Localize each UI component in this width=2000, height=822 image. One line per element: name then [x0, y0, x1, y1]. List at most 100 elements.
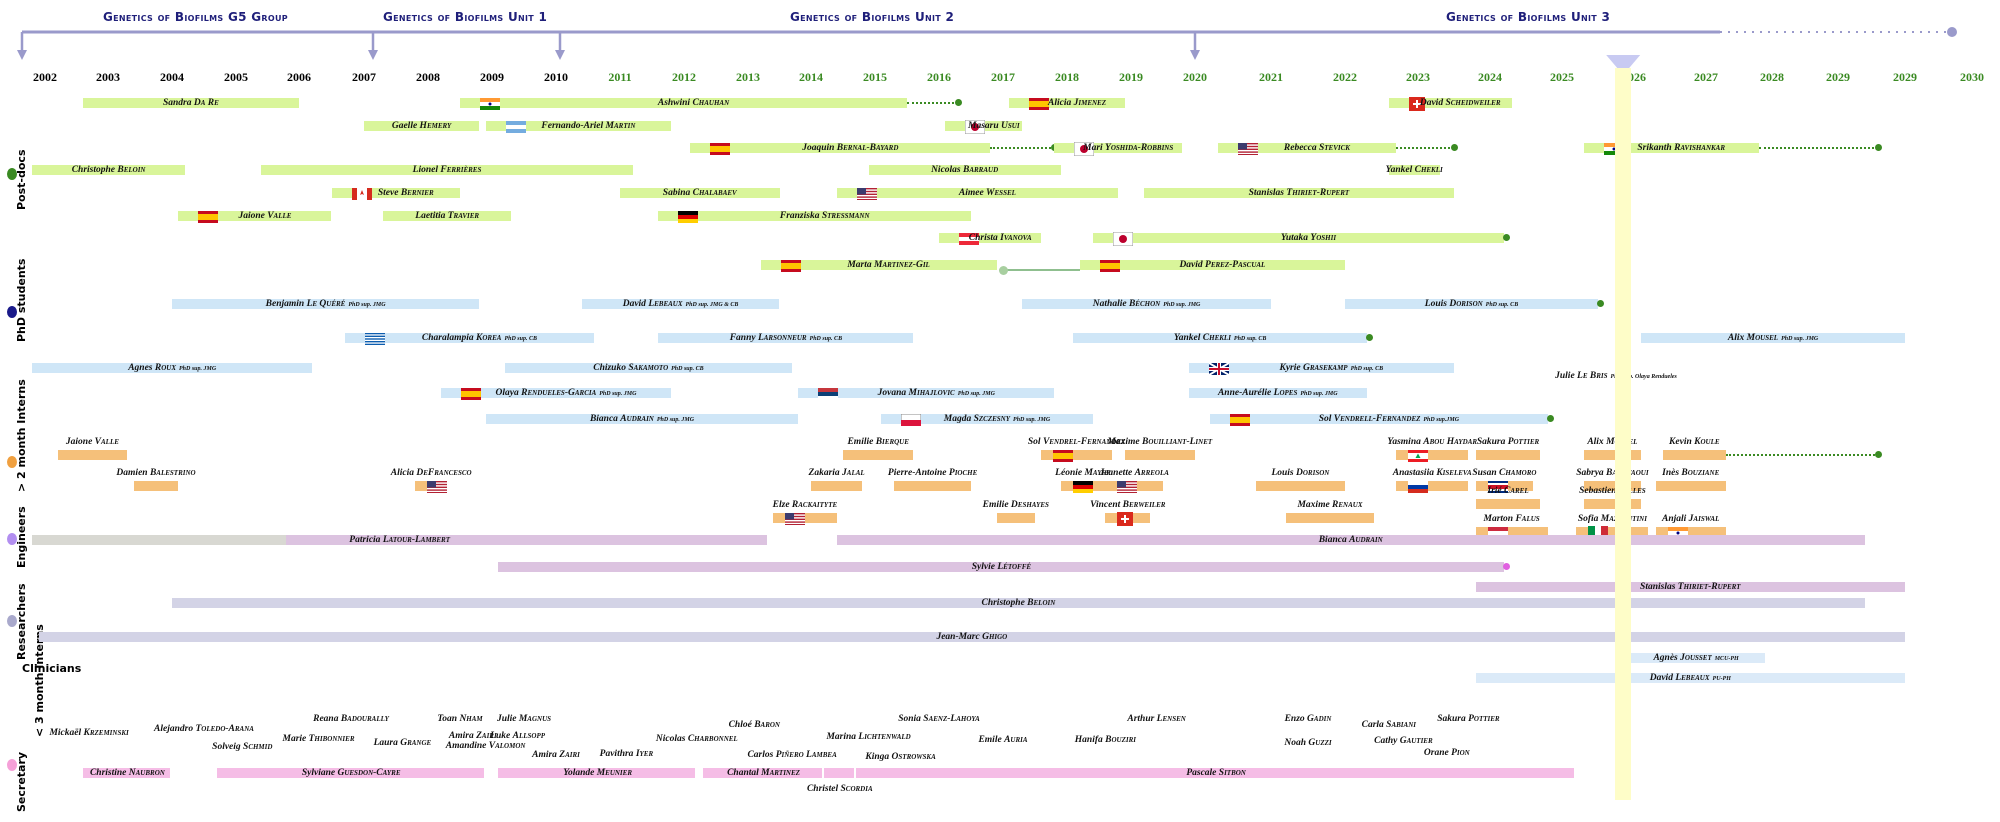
- person-name: Jean-Marc Ghigo: [936, 632, 1007, 642]
- last-name: Béchon: [1128, 299, 1161, 309]
- phd-bar[interactable]: [1188, 363, 1454, 373]
- intern-bar[interactable]: [1662, 450, 1726, 460]
- postdoc-bar[interactable]: [620, 188, 780, 198]
- first-name: Mari: [1083, 143, 1106, 153]
- last-name: Thiriet-Rupert: [1677, 582, 1741, 592]
- phd-bar[interactable]: [798, 388, 1055, 398]
- engineer-bar[interactable]: [836, 535, 1865, 545]
- first-name: Luke: [490, 730, 513, 741]
- intern-bar[interactable]: [1396, 481, 1469, 491]
- phd-bar[interactable]: [1022, 299, 1271, 309]
- postdoc-bar[interactable]: [1092, 233, 1505, 243]
- first-name: Alejandro: [154, 723, 196, 734]
- postdoc-bar[interactable]: [383, 211, 512, 221]
- intern-bar[interactable]: [1396, 450, 1469, 460]
- phd-bar[interactable]: [1188, 388, 1367, 398]
- person-name: Marta Martinez-Gil: [847, 260, 929, 270]
- phd-bar[interactable]: [172, 299, 480, 309]
- postdoc-bar[interactable]: [939, 233, 1042, 243]
- person-name: Pascale Sitbon: [1186, 768, 1246, 778]
- phd-bar[interactable]: [1210, 414, 1548, 424]
- engineer-bar[interactable]: [286, 535, 767, 545]
- postdoc-bar[interactable]: [836, 188, 1119, 198]
- supervisor-note: PhD sup. CB: [1485, 302, 1519, 308]
- intern-bar[interactable]: [1475, 499, 1541, 509]
- intern-bar[interactable]: [1655, 481, 1726, 491]
- engineer-bar[interactable]: [1475, 582, 1905, 592]
- engineer-bar[interactable]: [498, 562, 1505, 572]
- postdoc-bar[interactable]: [1388, 165, 1440, 175]
- postdoc-bar[interactable]: [1009, 98, 1125, 108]
- postdoc-bar[interactable]: [261, 165, 633, 175]
- phd-bar[interactable]: [658, 333, 914, 343]
- postdoc-bar[interactable]: [460, 98, 907, 108]
- intern-bar[interactable]: [133, 481, 179, 491]
- phd-bar[interactable]: [504, 363, 793, 373]
- phd-bar[interactable]: [440, 388, 672, 398]
- person-name: Anjali Jaiswal: [1662, 514, 1719, 524]
- phd-bar[interactable]: [1641, 333, 1905, 343]
- supervisor-note: PhD sup.JMG: [1423, 417, 1460, 423]
- uk-flag-icon: [1208, 362, 1229, 380]
- intern-bar[interactable]: [843, 450, 914, 460]
- phd-bar[interactable]: [344, 333, 595, 343]
- phd-bar[interactable]: [581, 299, 780, 309]
- postdoc-bar[interactable]: [82, 98, 299, 108]
- first-name: Marina: [826, 732, 859, 743]
- person-name: Sol Vendrell-Fernandez PhD sup.JMG: [1319, 414, 1459, 424]
- secretary-bar[interactable]: [855, 768, 1575, 778]
- phd-bar[interactable]: [881, 414, 1093, 424]
- intern-bar[interactable]: [1255, 481, 1345, 491]
- secretary-bar[interactable]: [823, 768, 854, 778]
- postdoc-bar[interactable]: [1143, 188, 1454, 198]
- postdoc-bar[interactable]: [690, 143, 991, 153]
- postdoc-bar[interactable]: [331, 188, 460, 198]
- postdoc-bar[interactable]: [868, 165, 1061, 175]
- postdoc-bar[interactable]: [658, 211, 971, 221]
- intern-bar[interactable]: [811, 481, 863, 491]
- phd-bar[interactable]: [1345, 299, 1598, 309]
- secretary-bar[interactable]: [498, 768, 695, 778]
- first-name: Mickaël: [49, 728, 84, 738]
- phd-bar[interactable]: [32, 363, 312, 373]
- intern-bar[interactable]: [1583, 481, 1642, 491]
- intern-bar[interactable]: [1576, 527, 1649, 537]
- secretary-bar[interactable]: [703, 768, 822, 778]
- first-name: Elze: [772, 500, 792, 510]
- postdoc-bar[interactable]: [1583, 143, 1759, 153]
- phd-bar[interactable]: [1073, 333, 1367, 343]
- clinician-bar[interactable]: [1626, 653, 1766, 663]
- intern-bar[interactable]: [1475, 450, 1541, 460]
- postdoc-bar[interactable]: [178, 211, 332, 221]
- secretary-bar[interactable]: [82, 768, 170, 778]
- postdoc-bar[interactable]: [485, 121, 672, 131]
- phd-bar[interactable]: [485, 414, 799, 424]
- supervisor-note: PhD sup. JMG: [348, 302, 386, 308]
- secretary-bar[interactable]: [216, 768, 484, 778]
- researcher-bar[interactable]: [172, 598, 1865, 608]
- first-name: Carlos: [747, 750, 776, 761]
- clinician-bar[interactable]: [1475, 673, 1905, 683]
- person-name: Anne-Aurélie Lopes PhD sup. JMG: [1218, 388, 1338, 398]
- intern-bar[interactable]: [1583, 499, 1642, 509]
- intern-bar[interactable]: [1583, 450, 1642, 460]
- intern-bar[interactable]: [1124, 450, 1195, 460]
- intern-bar[interactable]: [57, 450, 128, 460]
- intern-bar[interactable]: [1475, 527, 1548, 537]
- supervisor-note: PhD sup. JMG: [1163, 302, 1201, 308]
- postdoc-bar[interactable]: [32, 165, 185, 175]
- researcher-bar[interactable]: [38, 632, 1905, 642]
- postdoc-bar[interactable]: [1217, 143, 1397, 153]
- person-name: Inès Bouziane: [1662, 468, 1719, 478]
- intern-bar[interactable]: [1041, 450, 1112, 460]
- intern-bar[interactable]: [894, 481, 971, 491]
- postdoc-bar[interactable]: [1054, 143, 1183, 153]
- postdoc-bar[interactable]: [760, 260, 997, 270]
- intern-bar[interactable]: [1285, 513, 1375, 523]
- spain-flag-icon: [1099, 259, 1120, 277]
- postdoc-bar[interactable]: [1079, 260, 1345, 270]
- intern-bar[interactable]: [996, 513, 1035, 523]
- postdoc-bar[interactable]: [364, 121, 480, 131]
- postdoc-bar[interactable]: [1388, 98, 1512, 108]
- intern-bar[interactable]: [1655, 527, 1726, 537]
